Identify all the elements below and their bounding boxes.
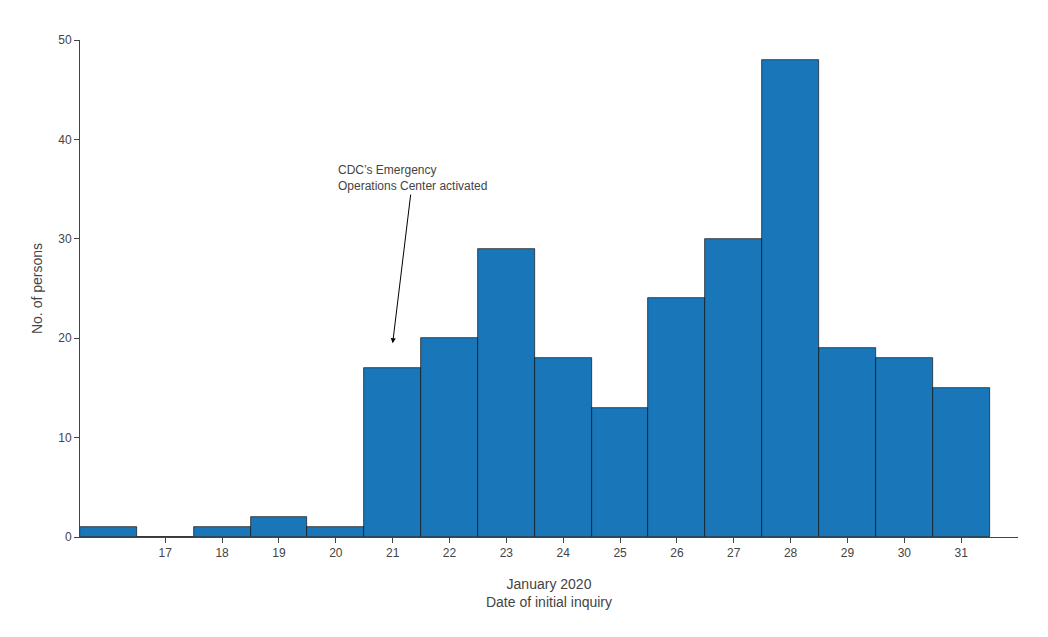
svg-text:22: 22 (443, 546, 457, 560)
svg-text:26: 26 (670, 546, 684, 560)
svg-text:CDC’s EmergencyOperations Cent: CDC’s EmergencyOperations Center activat… (338, 163, 487, 193)
svg-text:0: 0 (65, 530, 72, 544)
svg-text:40: 40 (58, 133, 72, 147)
svg-text:20: 20 (58, 331, 72, 345)
svg-text:24: 24 (557, 546, 571, 560)
svg-text:January 2020Date of initial in: January 2020Date of initial inquiry (486, 576, 612, 610)
svg-text:18: 18 (215, 546, 229, 560)
svg-text:10: 10 (58, 431, 72, 445)
svg-text:23: 23 (500, 546, 514, 560)
svg-text:No. of persons: No. of persons (29, 243, 45, 334)
svg-text:21: 21 (386, 546, 400, 560)
svg-text:50: 50 (58, 33, 72, 47)
svg-text:27: 27 (727, 546, 741, 560)
svg-text:25: 25 (613, 546, 627, 560)
svg-text:28: 28 (784, 546, 798, 560)
svg-text:17: 17 (159, 546, 173, 560)
svg-text:20: 20 (329, 546, 343, 560)
svg-text:30: 30 (58, 232, 72, 246)
svg-text:31: 31 (954, 546, 968, 560)
svg-text:30: 30 (898, 546, 912, 560)
svg-text:29: 29 (841, 546, 855, 560)
svg-text:19: 19 (272, 546, 286, 560)
